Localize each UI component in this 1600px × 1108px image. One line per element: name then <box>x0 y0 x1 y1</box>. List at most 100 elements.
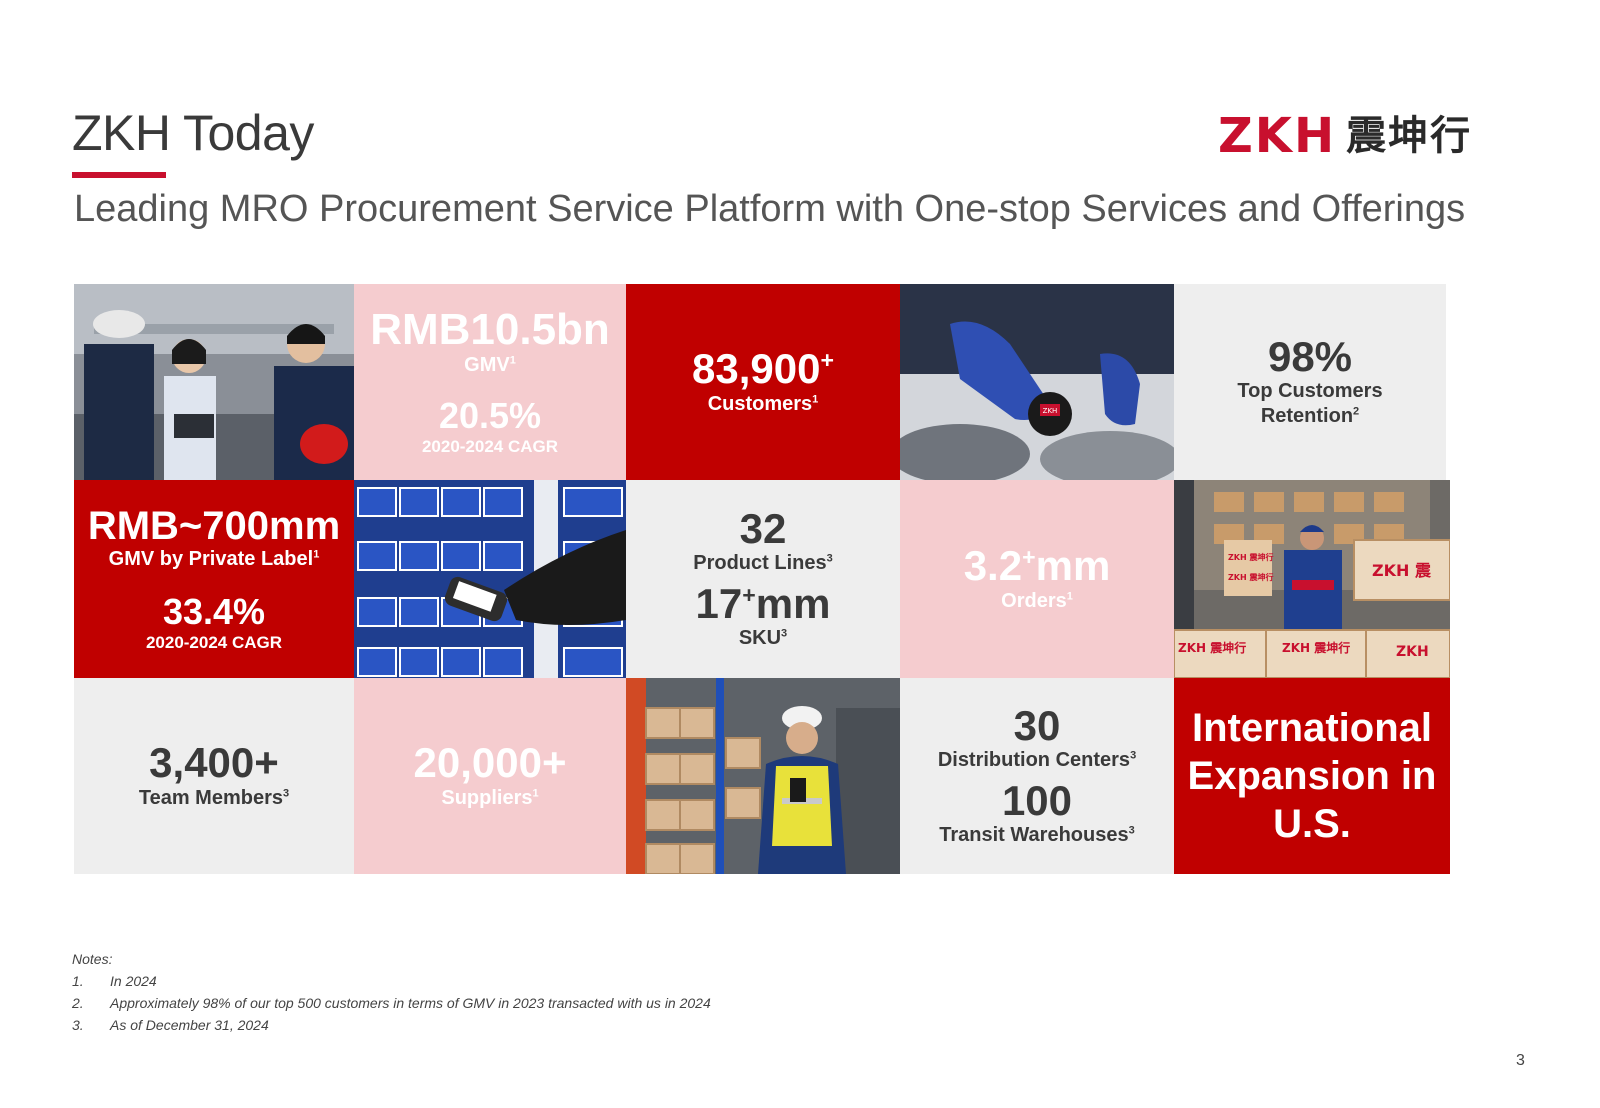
product-lines-label-footnote: 3 <box>826 552 833 565</box>
orders-value: 3.2+mm <box>964 544 1111 588</box>
footnotes: Notes: 1. In 2024 2. Approximately 98% o… <box>72 948 711 1036</box>
page-title: ZKH Today <box>72 105 314 161</box>
private-label-label: GMV by Private Label1 <box>109 547 320 572</box>
title-underline <box>72 172 166 178</box>
sku-label-footnote: 3 <box>781 627 788 640</box>
private-label-growth: 33.4% <box>162 591 266 633</box>
private-label-value: RMB~700mm <box>87 504 341 549</box>
photo-gloves-tape: ZKH <box>900 284 1174 480</box>
suppliers-label-footnote: 1 <box>532 786 539 799</box>
stats-grid: RMB10.5bn GMV1 20.5% 2020-2024 CAGR 83,9… <box>74 284 1474 884</box>
team-value: 3,400+ <box>149 739 279 787</box>
page-number: 3 <box>1516 1052 1525 1069</box>
note-text: In 2024 <box>110 973 157 989</box>
tile-products: 32 Product Lines3 17+mm SKU3 <box>626 480 900 678</box>
transit-warehouses-label-footnote: 3 <box>1128 824 1135 837</box>
product-lines-label: Product Lines3 <box>693 551 832 576</box>
logo-chinese-text: 震坤行 <box>1346 113 1473 159</box>
gmv-label: GMV1 <box>464 353 516 378</box>
private-label-label-footnote: 1 <box>313 548 320 561</box>
photo-team-factory <box>74 284 354 480</box>
retention-value: 98% <box>1267 332 1353 380</box>
gmv-growth-label: 2020-2024 CAGR <box>421 436 559 456</box>
note-item: 3. As of December 31, 2024 <box>72 1014 711 1036</box>
tile-distribution: 30 Distribution Centers3 100 Transit War… <box>900 678 1174 874</box>
suppliers-label-text: Suppliers <box>441 786 533 809</box>
team-label: Team Members3 <box>139 786 289 811</box>
tile-orders: 3.2+mm Orders1 <box>900 480 1174 678</box>
box-label-4: ZKH 震坤行 <box>1178 640 1246 655</box>
sku-value-suffix: mm <box>755 580 831 627</box>
sku-value-number: 17 <box>695 580 743 627</box>
private-label-label-text: GMV by Private Label <box>108 548 314 571</box>
photo-bins-scanner <box>354 480 626 678</box>
notes-heading: Notes: <box>72 951 113 967</box>
photo-gloves-tape-illustration: ZKH <box>900 284 1174 480</box>
distribution-centers-value: 30 <box>1013 701 1061 749</box>
note-number: 1. <box>72 973 84 989</box>
private-label-growth-label: 2020-2024 CAGR <box>145 632 283 652</box>
suppliers-value: 20,000+ <box>413 739 567 787</box>
note-text: Approximately 98% of our top 500 custome… <box>110 995 711 1011</box>
photo-bins-scanner-illustration <box>354 480 626 678</box>
note-text: As of December 31, 2024 <box>110 1017 269 1033</box>
box-label-6: ZKH <box>1396 644 1429 660</box>
customers-label-text: Customers <box>707 392 813 415</box>
orders-value-plus: + <box>1022 544 1036 571</box>
gmv-growth: 20.5% <box>438 395 542 437</box>
photo-warehouse-boxes: ZKH 震坤行 ZKH 震坤行 ZKH 震 ZKH 震坤行 ZKH 震坤行 ZK… <box>1174 480 1450 678</box>
tile-retention: 98% Top Customers Retention2 <box>1174 284 1446 480</box>
box-label-3: ZKH 震 <box>1372 561 1432 580</box>
photo-worker-shelves <box>626 678 900 874</box>
gmv-value: RMB10.5bn <box>370 304 610 354</box>
logo-latin-text: ZKH <box>1218 108 1337 164</box>
orders-label-text: Orders <box>1001 589 1067 612</box>
transit-warehouses-label-text: Transit Warehouses <box>939 824 1129 847</box>
customers-value: 83,900+ <box>692 347 834 391</box>
photo-warehouse-boxes-illustration: ZKH 震坤行 ZKH 震坤行 ZKH 震 ZKH 震坤行 ZKH 震坤行 ZK… <box>1174 480 1450 678</box>
orders-label-footnote: 1 <box>1066 589 1073 602</box>
tile-customers: 83,900+ Customers1 <box>626 284 900 480</box>
photo-team-factory-illustration <box>74 284 354 480</box>
tile-suppliers: 20,000+ Suppliers1 <box>354 678 626 874</box>
photo-worker-shelves-illustration <box>626 678 900 874</box>
product-lines-label-text: Product Lines <box>693 552 827 574</box>
transit-warehouses-value: 100 <box>1001 777 1073 824</box>
team-label-text: Team Members <box>138 786 283 809</box>
tile-gmv: RMB10.5bn GMV1 20.5% 2020-2024 CAGR <box>354 284 626 480</box>
orders-value-number: 3.2 <box>963 542 1023 590</box>
international-line2: Expansion in <box>1187 754 1437 798</box>
box-label-2: ZKH 震坤行 <box>1228 572 1273 582</box>
note-number: 3. <box>72 1017 84 1033</box>
product-lines-value: 32 <box>739 504 787 552</box>
retention-label-line1: Top Customers <box>1237 380 1383 403</box>
gmv-label-text: GMV <box>464 354 510 377</box>
note-item: 1. In 2024 <box>72 970 711 992</box>
zkh-logo: ZKH 震坤行 <box>1218 110 1538 162</box>
international-line3: U.S. <box>1273 802 1351 846</box>
note-item: 2. Approximately 98% of our top 500 cust… <box>72 992 711 1014</box>
gmv-label-footnote: 1 <box>509 354 516 367</box>
retention-label-line2: Retention2 <box>1261 404 1359 429</box>
distribution-centers-label: Distribution Centers3 <box>938 748 1136 773</box>
page-subtitle: Leading MRO Procurement Service Platform… <box>74 188 1466 230</box>
customers-value-number: 83,900 <box>692 345 821 393</box>
retention-label-line2-text: Retention <box>1260 405 1354 428</box>
tile-private-label: RMB~700mm GMV by Private Label1 33.4% 20… <box>74 480 354 678</box>
customers-value-plus: + <box>820 347 834 374</box>
tape-badge-text: ZKH <box>1043 407 1058 415</box>
box-label-1: ZKH 震坤行 <box>1228 552 1273 562</box>
tile-international: International Expansion in U.S. <box>1174 678 1450 874</box>
tile-team: 3,400+ Team Members3 <box>74 678 354 874</box>
distribution-centers-label-footnote: 3 <box>1130 749 1137 762</box>
box-label-5: ZKH 震坤行 <box>1282 640 1350 655</box>
international-line1: International <box>1191 706 1433 750</box>
customers-label-footnote: 1 <box>812 392 819 405</box>
team-label-footnote: 3 <box>283 786 290 799</box>
sku-value: 17+mm <box>695 580 831 627</box>
orders-value-suffix: mm <box>1035 542 1111 590</box>
retention-label-footnote: 2 <box>1353 405 1360 418</box>
sku-label-text: SKU <box>738 627 782 650</box>
sku-label: SKU3 <box>739 626 787 651</box>
transit-warehouses-label: Transit Warehouses3 <box>939 823 1134 848</box>
